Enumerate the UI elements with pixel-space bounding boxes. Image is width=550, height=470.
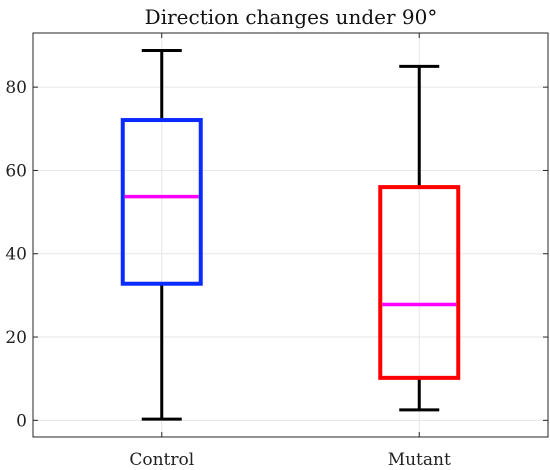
chart-title: Direction changes under 90°: [145, 5, 438, 29]
box-control: [120, 48, 203, 421]
y-tick-label: 0: [16, 411, 27, 431]
iqr-box-mutant: [378, 185, 461, 380]
y-tick-label: 80: [5, 78, 27, 98]
axes-frame: [32, 32, 549, 438]
grid-layer: [33, 33, 548, 437]
y-tick-label: 60: [5, 161, 27, 181]
box-mutant: [378, 64, 461, 412]
tick-layer: 0 20 40 60 80 Control Mutant: [5, 33, 548, 470]
x-tick-label-mutant: Mutant: [388, 450, 451, 470]
y-tick-label: 40: [5, 245, 27, 265]
plot-layer: [120, 48, 461, 421]
y-tick-label: 20: [5, 328, 27, 348]
x-tick-label-control: Control: [129, 450, 194, 470]
iqr-box-control: [120, 118, 203, 286]
